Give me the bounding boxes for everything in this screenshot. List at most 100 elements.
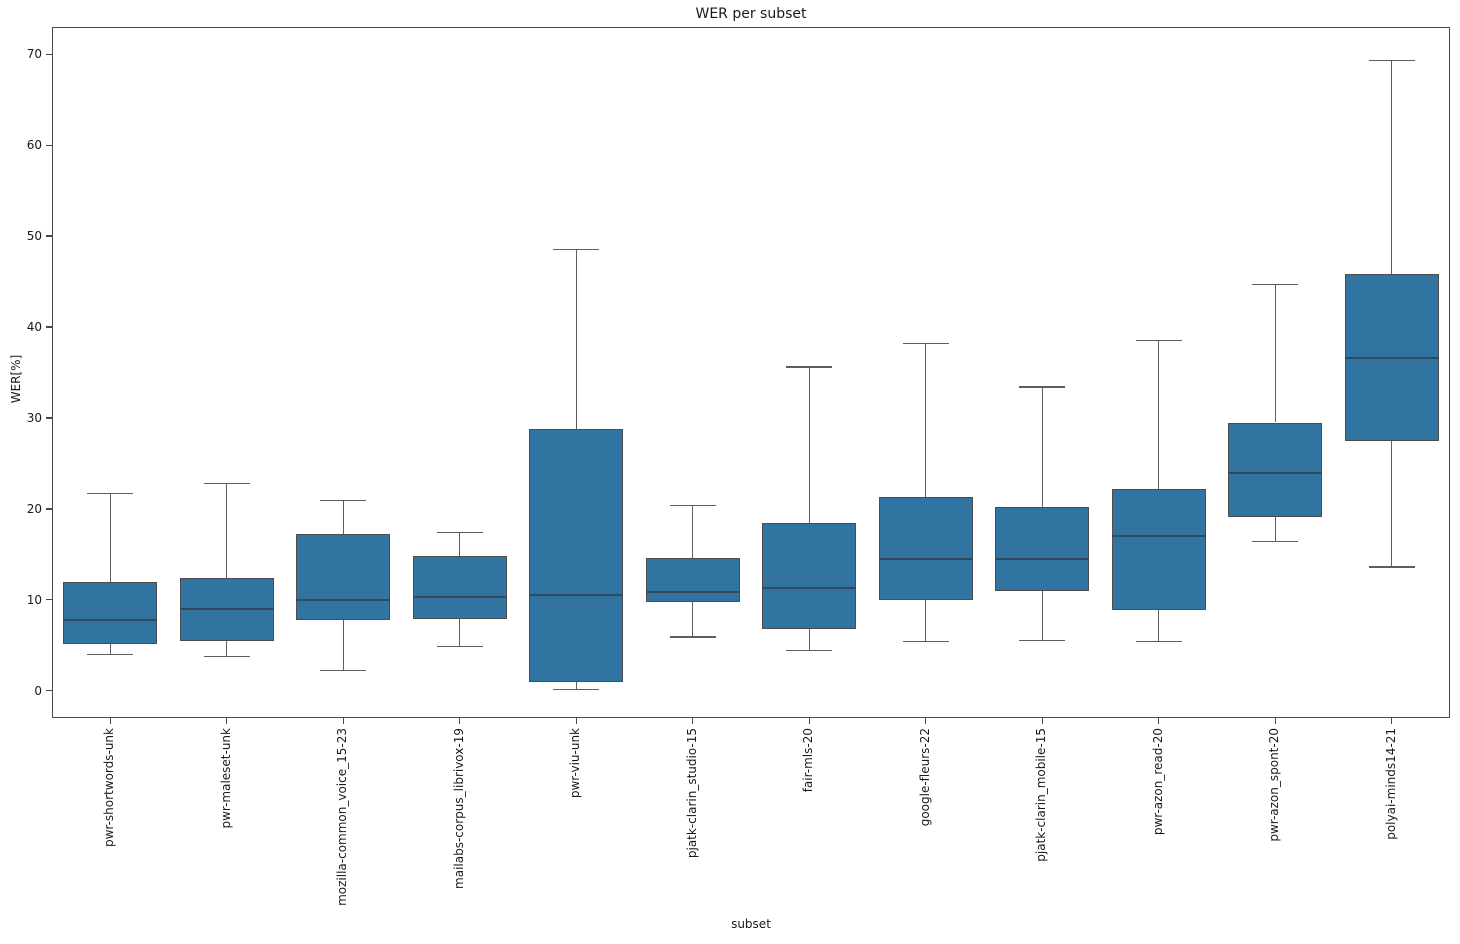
x-tick-label: pjatk-clarin_studio-15 (684, 728, 699, 859)
x-tick-label: polyai-minds14-21 (1383, 728, 1398, 840)
median-line (995, 557, 1090, 560)
upper-whisker (925, 343, 927, 498)
y-tick-label: 40 (26, 320, 42, 335)
x-tick-mark (459, 718, 461, 724)
upper-whisker-cap (1135, 340, 1182, 342)
y-tick-label: 30 (26, 410, 42, 425)
upper-whisker-cap (1252, 283, 1299, 285)
y-tick-mark (46, 599, 52, 601)
lower-whisker (342, 619, 344, 671)
box (63, 581, 158, 645)
x-tick-mark (1158, 718, 1160, 724)
median-line (1111, 535, 1206, 538)
box (1111, 488, 1206, 610)
median-line (878, 557, 973, 560)
upper-whisker-cap (786, 366, 833, 368)
x-tick-mark (692, 718, 694, 724)
x-tick-label: pjatk-clarin_mobile-15 (1034, 728, 1049, 862)
x-tick-label: pwr-azon_spont-20 (1267, 728, 1282, 842)
y-tick-label: 10 (26, 592, 42, 607)
y-tick-mark (46, 690, 52, 692)
x-tick-label: pwr-shortwords-unk (102, 728, 117, 848)
upper-whisker (808, 367, 810, 523)
x-tick-mark (1041, 718, 1043, 724)
upper-whisker (226, 483, 228, 578)
median-line (179, 607, 274, 610)
upper-whisker-cap (669, 504, 716, 506)
lower-whisker-cap (1368, 566, 1415, 568)
x-tick-mark (925, 718, 927, 724)
x-tick-mark (109, 718, 111, 724)
upper-whisker-cap (553, 249, 600, 251)
lower-whisker (808, 628, 810, 651)
upper-whisker (1274, 284, 1276, 423)
box (296, 534, 391, 620)
median-line (645, 590, 740, 593)
upper-whisker-cap (902, 342, 949, 345)
lower-whisker (226, 640, 228, 657)
x-tick-mark (808, 718, 810, 724)
y-tick-mark (46, 508, 52, 510)
y-tick-mark (46, 144, 52, 146)
lower-whisker-cap (320, 670, 367, 672)
upper-whisker (575, 249, 577, 429)
x-tick-label: pwr-azon_read-20 (1150, 728, 1165, 836)
plot-area (52, 27, 1450, 718)
lower-whisker (575, 681, 577, 690)
lower-whisker-cap (902, 640, 949, 643)
box (529, 428, 624, 682)
lower-whisker-cap (786, 650, 833, 652)
upper-whisker (459, 532, 461, 557)
x-tick-mark (1391, 718, 1393, 724)
upper-whisker (1041, 387, 1043, 508)
upper-whisker-cap (87, 492, 134, 495)
y-tick-label: 50 (26, 229, 42, 244)
upper-whisker-cap (320, 500, 367, 502)
upper-whisker-cap (1368, 59, 1415, 62)
box (645, 557, 740, 602)
lower-whisker (925, 599, 927, 642)
median-line (296, 598, 391, 601)
lower-whisker-cap (1135, 640, 1182, 643)
box (995, 507, 1090, 591)
lower-whisker-cap (553, 689, 600, 691)
upper-whisker-cap (436, 531, 483, 534)
x-tick-mark (226, 718, 228, 724)
median-line (1344, 356, 1439, 359)
upper-whisker-cap (203, 482, 250, 485)
lower-whisker-cap (669, 636, 716, 638)
x-axis-label: subset (731, 917, 771, 931)
chart-title: WER per subset (695, 6, 807, 22)
box (1228, 422, 1323, 518)
x-tick-label: google-fleurs-22 (917, 728, 932, 827)
y-tick-label: 20 (26, 501, 42, 516)
median-line (63, 618, 158, 621)
x-tick-label: mozilla-common_voice_15-23 (335, 728, 350, 906)
box (762, 522, 857, 629)
upper-whisker (1158, 340, 1160, 489)
lower-whisker-cap (1019, 640, 1066, 642)
lower-whisker (1158, 609, 1160, 642)
x-tick-mark (1274, 718, 1276, 724)
median-line (412, 596, 507, 599)
box (412, 556, 507, 619)
lower-whisker-cap (87, 653, 134, 655)
lower-whisker (109, 644, 111, 655)
x-tick-mark (342, 718, 344, 724)
upper-whisker (692, 505, 694, 558)
lower-whisker (692, 601, 694, 638)
x-tick-label: mailabs-corpus_librivox-19 (451, 728, 466, 889)
x-tick-label: pwr-viu-unk (568, 728, 583, 799)
y-axis-label: WER[%] (9, 354, 23, 404)
y-tick-label: 0 (34, 683, 42, 698)
x-tick-label: fair-mls-20 (801, 728, 816, 793)
lower-whisker (459, 618, 461, 647)
x-tick-label: pwr-maleset-unk (218, 728, 233, 829)
upper-whisker (342, 500, 344, 535)
upper-whisker-cap (1019, 386, 1066, 388)
y-tick-mark (46, 235, 52, 237)
lower-whisker (1391, 440, 1393, 568)
y-tick-mark (46, 326, 52, 328)
x-tick-mark (575, 718, 577, 724)
